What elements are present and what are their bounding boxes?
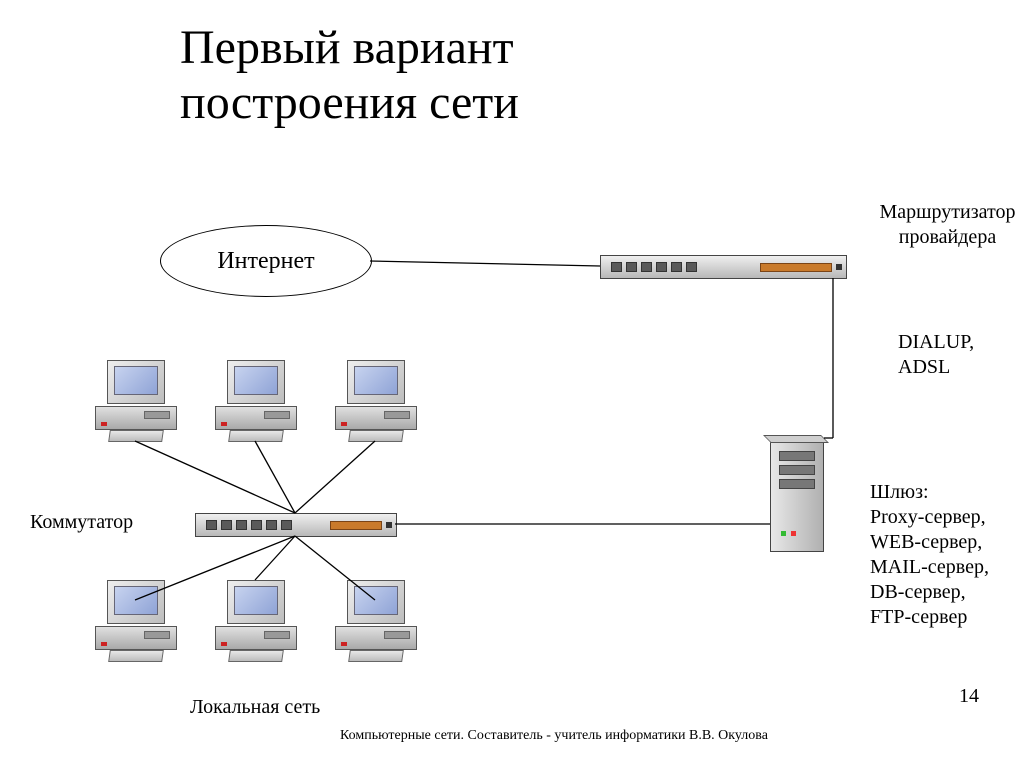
pc-icon (215, 360, 295, 440)
internet-cloud: Интернет (160, 225, 372, 297)
pc-icon (95, 360, 175, 440)
pc-icon (335, 580, 415, 660)
page-number: 14 (959, 685, 979, 708)
router-label: Маршрутизатор провайдера (870, 200, 1024, 250)
switch-label: Коммутатор (30, 510, 133, 535)
slide: Первый вариант построения сети Интернет (0, 0, 1024, 768)
pc-icon (335, 360, 415, 440)
footer: Компьютерные сети. Составитель - учитель… (340, 728, 768, 744)
router-icon (600, 255, 847, 279)
server-icon (770, 440, 824, 552)
title-line1: Первый вариант (180, 21, 514, 74)
gateway-label: Шлюз: Proxy-сервер, WEB-сервер, MAIL-сер… (870, 480, 989, 630)
lan-label: Локальная сеть (190, 695, 320, 720)
internet-label: Интернет (217, 248, 314, 275)
switch-icon (195, 513, 397, 537)
title-line2: построения сети (180, 76, 519, 129)
pc-icon (215, 580, 295, 660)
pc-icon (95, 580, 175, 660)
link-label: DIALUP, ADSL (898, 330, 974, 380)
page-title: Первый вариант построения сети (180, 20, 519, 130)
